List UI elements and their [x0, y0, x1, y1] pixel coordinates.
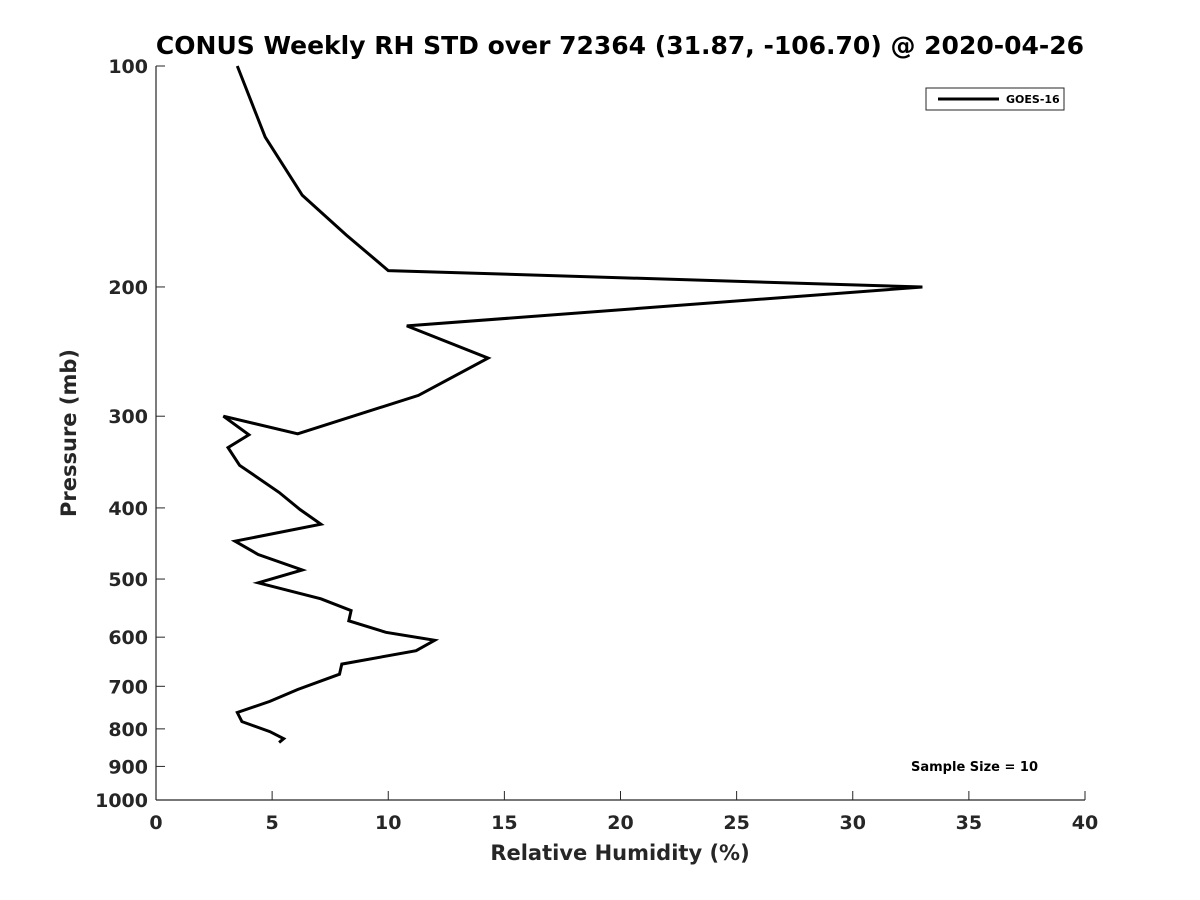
- sample-size-annotation: Sample Size = 10: [911, 760, 1038, 775]
- x-tick-label: 15: [491, 812, 517, 834]
- y-tick-label: 100: [108, 56, 148, 78]
- legend: GOES-16: [925, 87, 1065, 111]
- y-tick-label: 700: [108, 676, 148, 698]
- x-axis-label: Relative Humidity (%): [490, 841, 749, 865]
- series-line-goes-16: [222, 65, 923, 744]
- y-tick-label: 1000: [95, 790, 148, 812]
- plot-area: 0 5 10 15 20 25 30 35 40 100 200 300 400 500 600 700 80…: [95, 56, 1098, 834]
- x-tick-label: 10: [375, 812, 401, 834]
- legend-label-goes-16: GOES-16: [1006, 93, 1060, 106]
- x-tick-label: 30: [840, 812, 866, 834]
- x-tick-label: 25: [723, 812, 749, 834]
- y-axis-ticks: 100 200 300 400 500 600 700 800 900 1000: [95, 56, 165, 812]
- chart-title: CONUS Weekly RH STD over 72364 (31.87, -…: [156, 31, 1084, 60]
- y-tick-label: 300: [108, 406, 148, 428]
- y-axis-label: Pressure (mb): [57, 349, 81, 517]
- y-tick-label: 900: [108, 756, 148, 778]
- y-tick-label: 400: [108, 498, 148, 520]
- y-tick-label: 200: [108, 277, 148, 299]
- x-axis-ticks: 0 5 10 15 20 25 30 35 40: [149, 791, 1098, 834]
- x-tick-label: 40: [1072, 812, 1098, 834]
- x-tick-label: 35: [956, 812, 982, 834]
- y-tick-label: 800: [108, 719, 148, 741]
- x-tick-label: 5: [266, 812, 279, 834]
- series-layer: [222, 65, 923, 744]
- x-tick-label: 20: [607, 812, 633, 834]
- x-tick-label: 0: [149, 812, 162, 834]
- y-tick-label: 500: [108, 569, 148, 591]
- y-tick-label: 600: [108, 627, 148, 649]
